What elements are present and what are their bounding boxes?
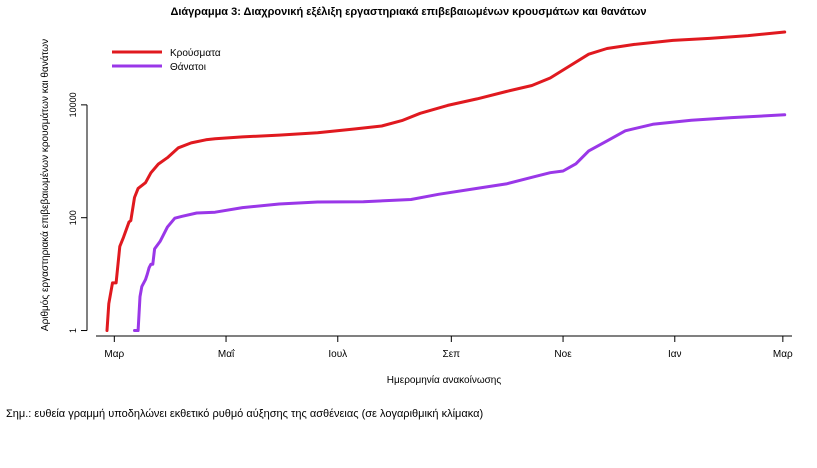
- x-tick-label: Μαΐ: [218, 348, 235, 360]
- y-axis-label: Αριθμός εργαστηριακά επιβεβαιωμένων κρου…: [39, 39, 51, 331]
- legend-label: Κρούσματα: [170, 47, 221, 59]
- y-tick-label: 100: [68, 210, 78, 225]
- series-layer: [105, 30, 787, 332]
- x-axis: Μαρ Μαΐ Ιουλ Σεπ Νοε Ιαν Μαρ: [96, 335, 793, 360]
- x-tick-label: Ιουλ: [328, 349, 347, 360]
- legend-label: Θάνατοι: [170, 61, 206, 73]
- footnote: Σημ.: ευθεία γραμμή υποδηλώνει εκθετικό …: [6, 408, 484, 420]
- y-tick-label: 1: [68, 328, 78, 333]
- x-tick-label: Νοε: [554, 349, 572, 360]
- x-tick-label: Μαρ: [773, 349, 793, 360]
- x-tick-label: Σεπ: [443, 349, 461, 360]
- legend: Κρούσματα Θάνατοι: [112, 47, 221, 73]
- x-tick-label: Ιαν: [668, 349, 682, 360]
- y-axis: 1 100 10000: [68, 92, 88, 333]
- cases-line: [105, 30, 787, 332]
- y-tick-label: 10000: [68, 92, 78, 117]
- x-axis-label: Ημερομηνία ανακοίνωσης: [387, 374, 502, 386]
- deaths-line: [133, 113, 787, 332]
- x-tick-label: Μαρ: [104, 349, 124, 360]
- chart-title: Διάγραμμα 3: Διαχρονική εξέλιξη εργαστηρ…: [170, 6, 647, 18]
